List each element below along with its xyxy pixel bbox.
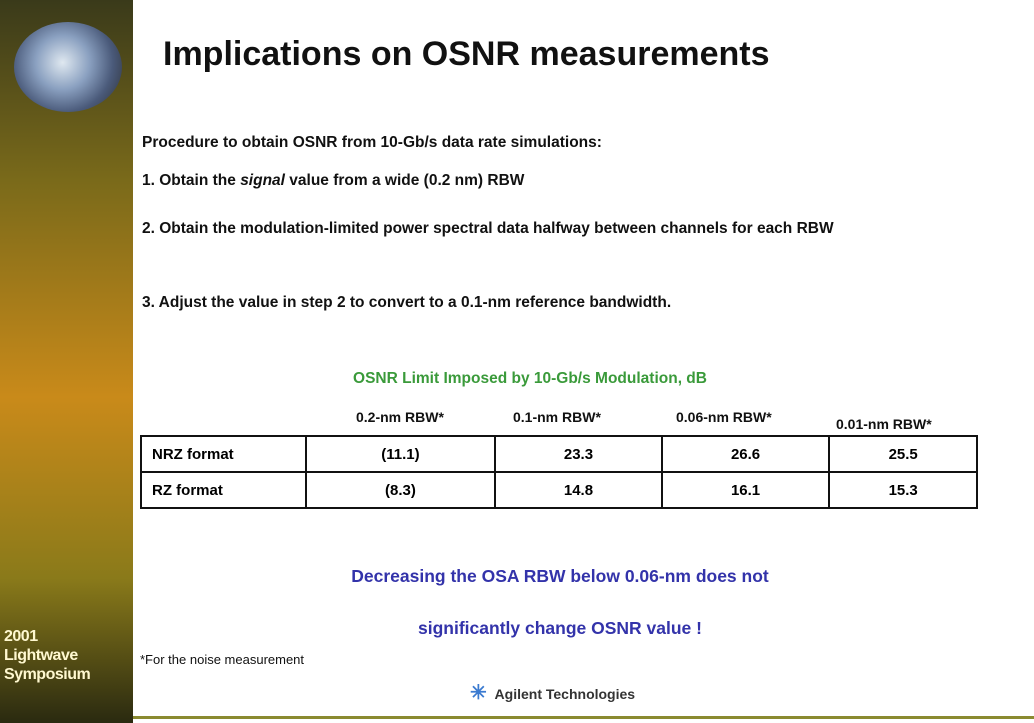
table-cell: 14.8 xyxy=(495,472,662,508)
procedure-step: 3. Adjust the value in step 2 to convert… xyxy=(142,292,982,313)
footnote: *For the noise measurement xyxy=(140,652,304,667)
bottom-rule xyxy=(133,716,1034,719)
conclusion: significantly change OSNR value ! xyxy=(290,618,830,639)
procedure-step: 1. Obtain the signal value from a wide (… xyxy=(142,170,982,191)
table-caption: OSNR Limit Imposed by 10-Gb/s Modulation… xyxy=(290,370,770,388)
step-emphasis: signal xyxy=(240,172,285,189)
table-cell: 25.5 xyxy=(829,436,977,472)
column-header: 0.1-nm RBW* xyxy=(513,409,601,425)
step-text: 3. Adjust the value in step 2 to convert… xyxy=(142,294,671,311)
table-cell: (8.3) xyxy=(306,472,496,508)
table-cell: 15.3 xyxy=(829,472,977,508)
sidebar-text: Lightwave xyxy=(4,647,78,665)
slide: 2001 Lightwave Symposium Implications on… xyxy=(0,0,1034,723)
table-cell: 23.3 xyxy=(495,436,662,472)
procedure-intro: Procedure to obtain OSNR from 10-Gb/s da… xyxy=(142,132,982,153)
column-header: 0.06-nm RBW* xyxy=(676,409,772,425)
sidebar-text: Symposium xyxy=(4,666,90,684)
sidebar-text: 2001 xyxy=(4,628,38,646)
conclusion: Decreasing the OSA RBW below 0.06-nm doe… xyxy=(290,566,830,587)
logo-text: Agilent Technologies xyxy=(495,686,636,702)
procedure-step: 2. Obtain the modulation-limited power s… xyxy=(142,218,982,239)
column-header: 0.01-nm RBW* xyxy=(836,416,932,432)
table-cell: 26.6 xyxy=(662,436,830,472)
table-cell: (11.1) xyxy=(306,436,496,472)
step-text: value from a wide (0.2 nm) RBW xyxy=(285,172,524,189)
step-text: 1. Obtain the xyxy=(142,172,240,189)
step-text: 2. Obtain the modulation-limited power s… xyxy=(142,220,834,237)
logo-orb xyxy=(14,22,122,112)
row-label: NRZ format xyxy=(141,436,306,472)
logo-star: ✳ xyxy=(470,682,487,704)
slide-title: Implications on OSNR measurements xyxy=(163,35,770,74)
table-cell: 16.1 xyxy=(662,472,830,508)
row-label: RZ format xyxy=(141,472,306,508)
column-header: 0.2-nm RBW* xyxy=(356,409,444,425)
sidebar: 2001 Lightwave Symposium xyxy=(0,0,133,723)
company-logo: ✳ Agilent Technologies xyxy=(470,680,635,705)
